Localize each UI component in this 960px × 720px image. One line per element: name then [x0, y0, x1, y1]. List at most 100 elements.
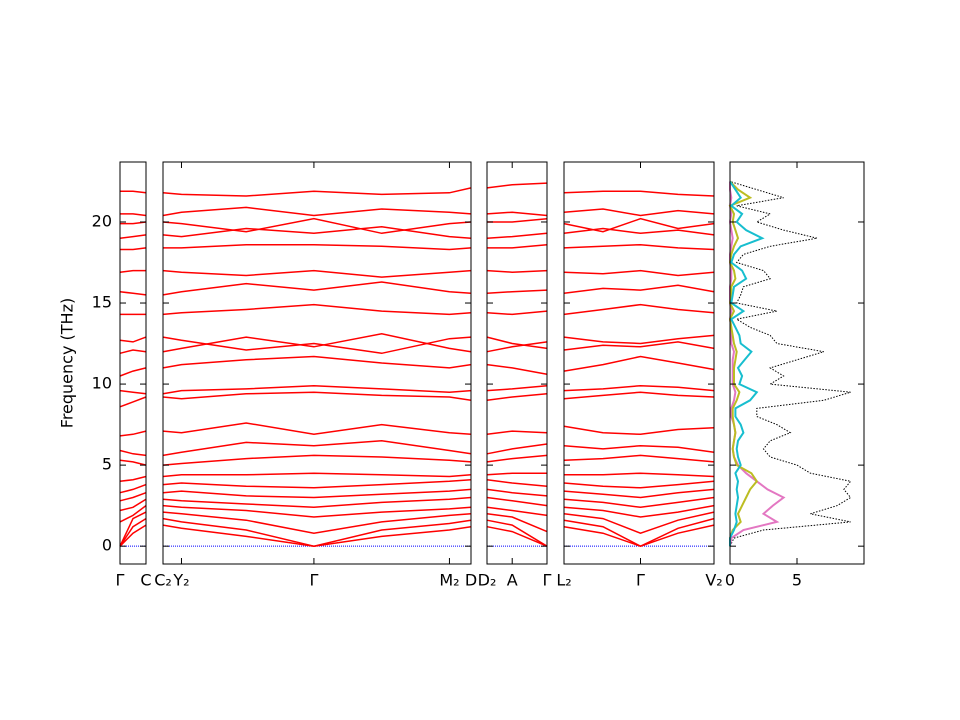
band-line	[119, 524, 147, 547]
band-line	[119, 449, 147, 457]
band-line	[563, 227, 715, 236]
band-line	[119, 349, 147, 355]
band-line	[120, 190, 147, 194]
band-line	[563, 190, 715, 197]
band-line	[563, 454, 715, 463]
band-line	[486, 478, 548, 487]
x-tick-label: Γ	[636, 571, 645, 590]
band-line	[563, 524, 715, 547]
panel-frame	[119, 161, 147, 565]
band-line	[563, 425, 715, 436]
band-line	[486, 430, 548, 436]
y-axis-label: Frequency (THz)	[58, 298, 77, 428]
band-line	[119, 396, 147, 408]
x-tick-label: A	[507, 571, 518, 590]
band-line	[120, 221, 147, 225]
band-line	[486, 269, 548, 273]
band-line	[486, 496, 548, 507]
x-tick-label: L₂	[556, 571, 571, 590]
band-line	[162, 472, 472, 478]
band-line	[486, 384, 548, 392]
x-tick-label: C₂	[154, 571, 172, 590]
band-line	[486, 454, 548, 463]
band-line	[563, 284, 715, 295]
x-tick-label: D₂	[478, 571, 497, 590]
band-line	[119, 389, 147, 395]
band-line	[119, 290, 147, 296]
band-line	[162, 333, 472, 353]
x-tick-label: V₂	[705, 571, 722, 590]
band-line	[563, 243, 715, 251]
band-line	[563, 384, 715, 392]
x-tick-label: Γ	[309, 571, 318, 590]
x-tick-label: M₂	[439, 571, 459, 590]
panel-frame	[563, 161, 715, 565]
x-tick-label: 0	[725, 571, 735, 590]
band-line	[563, 391, 715, 400]
band-line	[563, 303, 715, 316]
band-line	[563, 511, 715, 534]
panel-frame	[162, 161, 472, 565]
band-line	[119, 269, 146, 273]
band-line	[486, 211, 548, 217]
band-line	[119, 430, 147, 437]
band-line	[487, 217, 548, 223]
band-line	[119, 491, 147, 502]
band-line	[162, 217, 472, 235]
band-line	[162, 440, 472, 457]
band-line	[486, 472, 547, 476]
band-line	[119, 336, 147, 343]
band-line	[563, 480, 715, 489]
y-tick-label: 5	[102, 455, 112, 474]
band-line	[563, 488, 715, 499]
band-line	[162, 422, 472, 436]
band-line	[486, 289, 548, 295]
band-line	[486, 232, 548, 239]
band-line	[162, 303, 472, 316]
dos-line	[729, 181, 852, 547]
band-line	[563, 444, 715, 453]
x-tick-label: C	[140, 571, 151, 590]
band-line	[162, 336, 472, 355]
x-tick-label: Γ	[116, 571, 125, 590]
band-line	[162, 269, 472, 278]
band-line	[564, 472, 715, 478]
band-line	[163, 243, 472, 251]
band-line	[120, 213, 147, 217]
band-line	[162, 384, 472, 395]
band-line	[162, 488, 472, 499]
band-line	[563, 517, 715, 548]
dos-line	[728, 181, 786, 547]
dos-line	[729, 180, 765, 547]
y-tick-label: 10	[92, 374, 112, 393]
band-line	[162, 206, 472, 217]
band-line	[162, 524, 472, 547]
band-line	[563, 355, 715, 372]
x-tick-label: D	[465, 571, 477, 590]
band-line	[119, 475, 147, 483]
band-line	[119, 367, 147, 377]
panel-frame	[486, 161, 548, 565]
band-line	[162, 496, 472, 509]
band-line	[162, 478, 472, 489]
panel-frame	[729, 161, 865, 565]
band-line	[119, 498, 147, 512]
band-line	[119, 511, 147, 547]
x-tick-label: 5	[792, 571, 802, 590]
band-line	[162, 187, 472, 197]
band-line	[486, 519, 548, 547]
band-line	[486, 443, 548, 455]
band-line	[563, 334, 715, 345]
band-line	[486, 506, 548, 517]
x-tick-label: Y₂	[172, 571, 189, 590]
dos-line	[728, 180, 759, 547]
band-line	[486, 341, 548, 353]
y-tick-label: 15	[92, 293, 112, 312]
band-line	[119, 517, 147, 547]
band-line	[119, 459, 147, 466]
band-line	[563, 208, 715, 217]
band-line	[486, 525, 548, 547]
band-line	[563, 341, 715, 351]
x-tick-label: Γ	[543, 571, 552, 590]
band-line	[119, 505, 147, 523]
